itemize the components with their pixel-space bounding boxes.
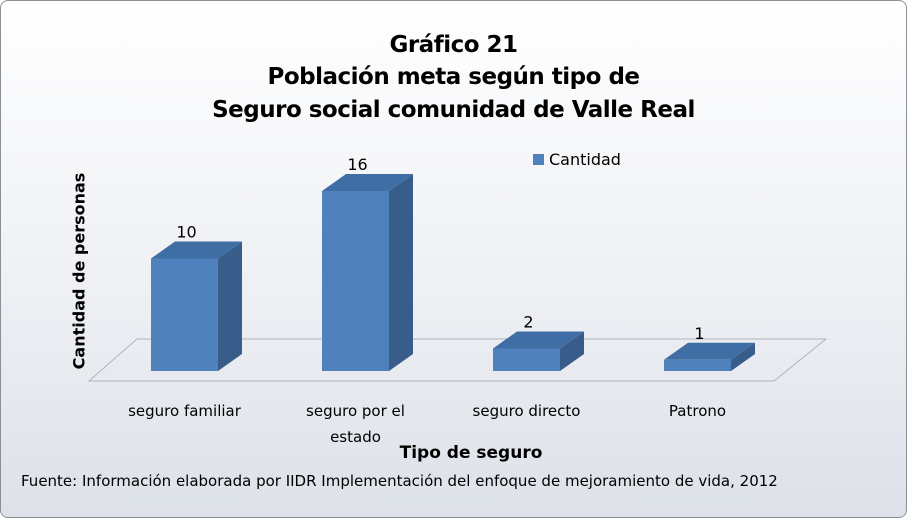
bar (322, 191, 389, 371)
x-axis-label: Tipo de seguro (399, 443, 543, 463)
bar (493, 348, 560, 371)
legend-label: Cantidad (549, 150, 621, 169)
bar-side (731, 342, 755, 371)
bar-top (493, 331, 584, 349)
bar-side (560, 331, 584, 371)
chart-title: Gráfico 21 (389, 32, 518, 58)
x-tick-label: seguro directo (472, 402, 581, 420)
floor (87, 338, 828, 382)
bar-top (664, 342, 755, 360)
x-tick-label: Patrono (668, 402, 727, 420)
data-label: 16 (347, 155, 367, 174)
bar-top (322, 174, 413, 191)
y-axis-label: Cantidad de personas (69, 172, 89, 370)
bar-top (151, 241, 242, 259)
data-label: 2 (523, 313, 533, 332)
legend-swatch (533, 154, 544, 165)
bar (664, 359, 731, 371)
data-label: 10 (176, 223, 196, 242)
x-tick-label: seguro por el estado (306, 402, 405, 446)
x-tick-label: seguro familiar (128, 402, 241, 420)
source-note: Fuente: Información elaborada por IIDR I… (21, 472, 778, 490)
bar-side (389, 174, 413, 371)
chart-subtitle: Seguro social comunidad de Valle Real (212, 97, 695, 123)
chart-subtitle: Población meta según tipo de (267, 64, 640, 90)
data-label: 1 (694, 324, 704, 343)
bar-side (218, 241, 242, 371)
bar (151, 258, 218, 371)
